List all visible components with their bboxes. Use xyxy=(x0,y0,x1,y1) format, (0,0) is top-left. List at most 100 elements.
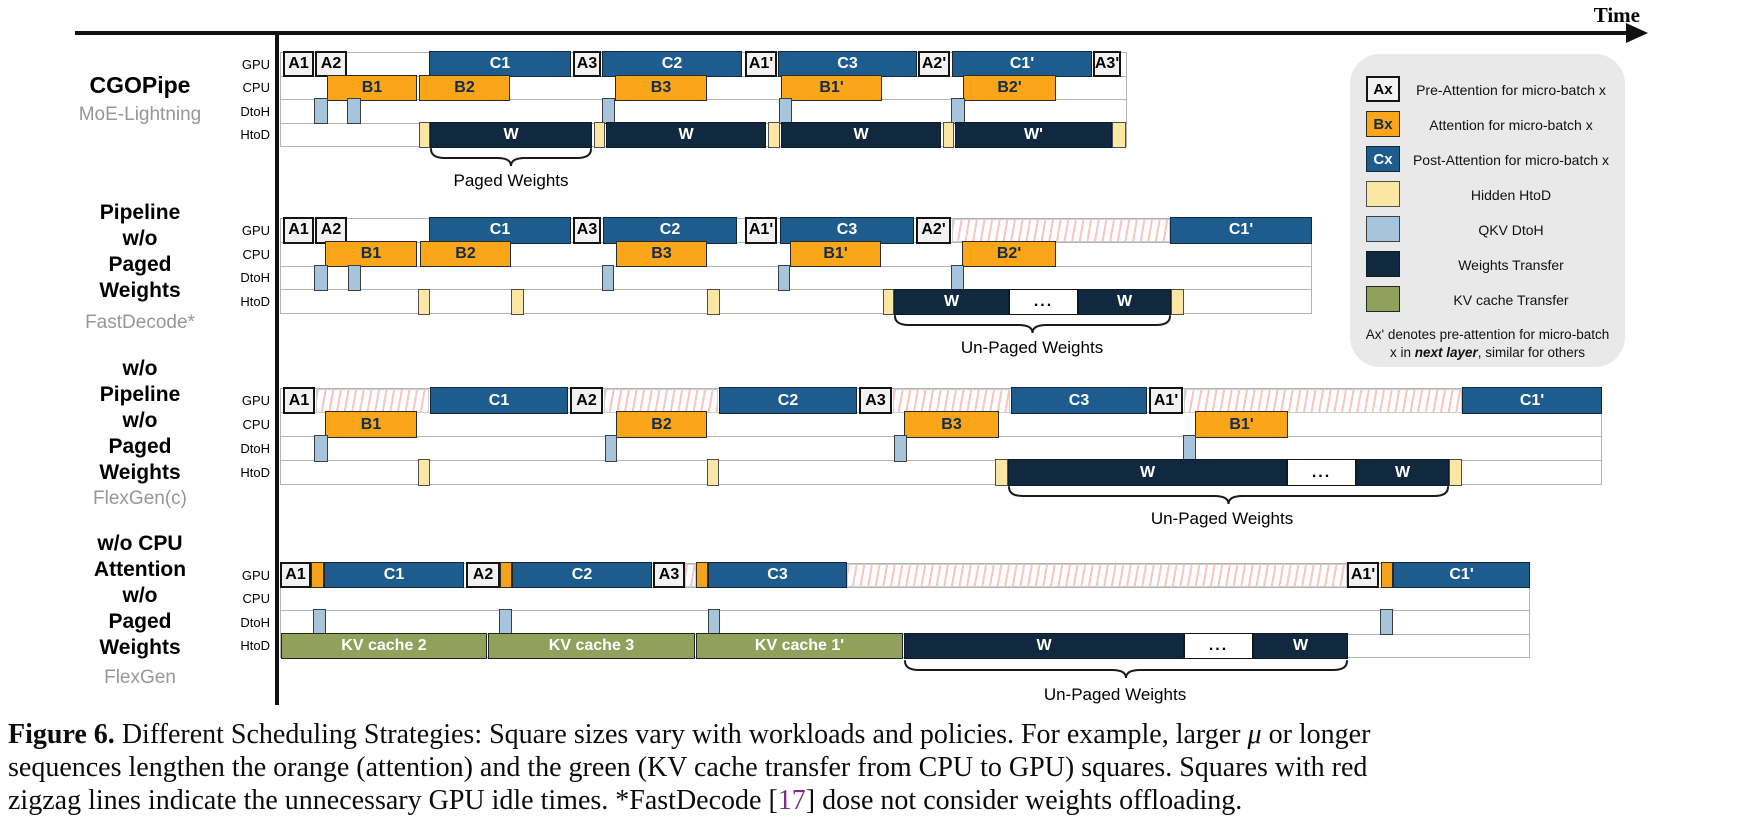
qkv-dtoh-block xyxy=(602,264,614,291)
legend-item-label: Pre-Attention for micro-batch x xyxy=(1416,82,1606,98)
gpu-idle-zigzag xyxy=(893,388,1010,413)
qkv-dtoh-block xyxy=(602,98,615,125)
qkv-dtoh-block xyxy=(347,98,361,125)
hidden-htod-block xyxy=(883,288,894,315)
qkv-dtoh-block xyxy=(314,98,328,125)
underbrace xyxy=(430,148,592,167)
caption-segment: or longer xyxy=(1261,719,1371,750)
legend-note-line: x in next layer, similar for others xyxy=(1360,344,1615,362)
qkv-dtoh-block xyxy=(951,264,964,291)
legend-note-segment: , similar for others xyxy=(1477,345,1586,360)
schedule-block-b2: B2 xyxy=(420,241,511,268)
legend-note-line: Ax' denotes pre-attention for micro-batc… xyxy=(1360,326,1615,344)
attention-sliver-block xyxy=(1381,562,1393,589)
caption-line: Figure 6. Different Scheduling Strategie… xyxy=(8,718,1370,751)
legend-swatch-w-icon xyxy=(1366,251,1400,277)
gpu-idle-zigzag xyxy=(952,218,1170,243)
group-title-line: CGOPipe xyxy=(89,72,191,98)
schedule-block-c1: C1' xyxy=(1393,562,1530,589)
legend-item-label: QKV DtoH xyxy=(1478,222,1544,238)
gpu-idle-zigzag xyxy=(316,388,429,413)
qkv-dtoh-block xyxy=(314,264,328,291)
citation-ref: 17 xyxy=(777,785,806,816)
hidden-htod-block xyxy=(594,121,605,148)
schedule-block-c1: C1 xyxy=(429,217,571,244)
group-title-line: Weights xyxy=(99,461,181,484)
row-label-gpu: GPU xyxy=(241,393,270,408)
schedule-block-c2: C2 xyxy=(603,217,737,244)
group-title-line: Pipeline xyxy=(99,201,181,224)
underbrace xyxy=(894,315,1171,334)
qkv-dtoh-block xyxy=(499,609,512,636)
hidden-htod-block xyxy=(418,459,430,486)
hidden-htod-block xyxy=(995,459,1008,486)
hidden-htod-block xyxy=(1112,121,1126,148)
schedule-block-a1: A1 xyxy=(280,562,311,589)
schedule-block-b1: B1 xyxy=(325,411,417,438)
row-label-dtoh: DtoH xyxy=(240,103,270,119)
group-title-line: Pipeline xyxy=(99,383,181,406)
schedule-block-a2: A2 xyxy=(315,51,347,78)
row-label-dtoh: DtoH xyxy=(240,614,270,630)
row-label-cpu: CPU xyxy=(242,80,270,96)
timeline-row-dtoh xyxy=(280,610,1530,635)
schedule-block-b2: B2' xyxy=(962,241,1056,268)
group-subtitle-0: MoE-Lightning xyxy=(78,104,202,125)
schedule-block-c3: C3 xyxy=(780,217,914,244)
gpu-idle-zigzag xyxy=(685,563,696,587)
caption-segment: Figure 6. xyxy=(8,719,115,750)
legend-item-label: Attention for micro-batch x xyxy=(1429,117,1593,133)
attention-sliver-block xyxy=(500,562,512,589)
legend-swatch-b-icon: Bx xyxy=(1366,111,1400,137)
brace-label: Un-Paged Weights xyxy=(1043,685,1187,704)
caption-line: sequences lengthen the orange (attention… xyxy=(8,751,1370,784)
schedule-block-c1: C1' xyxy=(952,51,1092,78)
brace-label: Un-Paged Weights xyxy=(960,338,1104,357)
time-axis-line xyxy=(75,31,1626,35)
hidden-htod-block xyxy=(707,288,720,315)
schedule-block-a3: A3 xyxy=(573,51,601,78)
hidden-htod-block xyxy=(768,121,780,148)
weights-transfer-block: W xyxy=(1078,288,1171,315)
schedule-block-c1: C1' xyxy=(1170,217,1312,244)
schedule-block-a1: A1 xyxy=(283,387,315,414)
ellipsis-block: ... xyxy=(1009,288,1078,315)
schedule-block-b3: B3 xyxy=(615,74,707,101)
schedule-block-c2: C2 xyxy=(602,51,742,78)
group-title-line: Paged xyxy=(108,253,172,276)
schedule-block-b2: B2' xyxy=(963,74,1056,101)
schedule-block-b3: B3 xyxy=(904,411,999,438)
qkv-dtoh-block xyxy=(1380,609,1393,636)
row-label-gpu: GPU xyxy=(241,567,270,583)
group-title-line: w/o xyxy=(122,227,158,250)
qkv-dtoh-block xyxy=(313,609,326,636)
vertical-axis-line xyxy=(275,31,279,705)
hidden-htod-block xyxy=(418,288,430,315)
legend-swatch-c-icon: Cx xyxy=(1366,146,1400,172)
caption-segment: ] dose not consider weights offloading. xyxy=(805,785,1243,816)
kv-cache-transfer-block: KV cache 3 xyxy=(488,632,695,659)
group-title-line: Paged xyxy=(108,435,172,458)
row-label-gpu: GPU xyxy=(241,56,270,72)
legend-swatch-y-icon xyxy=(1366,181,1400,207)
schedule-block-a2: A2' xyxy=(916,217,951,244)
hidden-htod-block xyxy=(511,288,524,315)
caption-line: zigzag lines indicate the unnecessary GP… xyxy=(8,784,1370,817)
schedule-block-a1: A1 xyxy=(283,217,314,244)
hidden-htod-block xyxy=(707,459,719,486)
caption-segment: Different Scheduling Strategies: Square … xyxy=(114,719,1248,750)
schedule-block-a3: A3' xyxy=(1093,51,1121,78)
qkv-dtoh-block xyxy=(778,264,790,291)
legend-swatch-q-icon xyxy=(1366,216,1400,242)
schedule-block-a3: A3 xyxy=(859,387,892,414)
time-axis-label: Time xyxy=(1593,3,1640,27)
weights-transfer-block: W xyxy=(781,121,941,148)
weights-transfer-block: W xyxy=(1008,459,1287,486)
legend-note-segment: x in xyxy=(1389,345,1415,360)
group-title-1: Pipeline w/o Paged Weights xyxy=(42,200,238,304)
underbrace xyxy=(1008,486,1449,505)
legend-item-label: KV cache Transfer xyxy=(1453,292,1569,308)
timeline-row-dtoh xyxy=(280,436,1602,461)
schedule-block-a1: A1' xyxy=(1149,387,1183,414)
